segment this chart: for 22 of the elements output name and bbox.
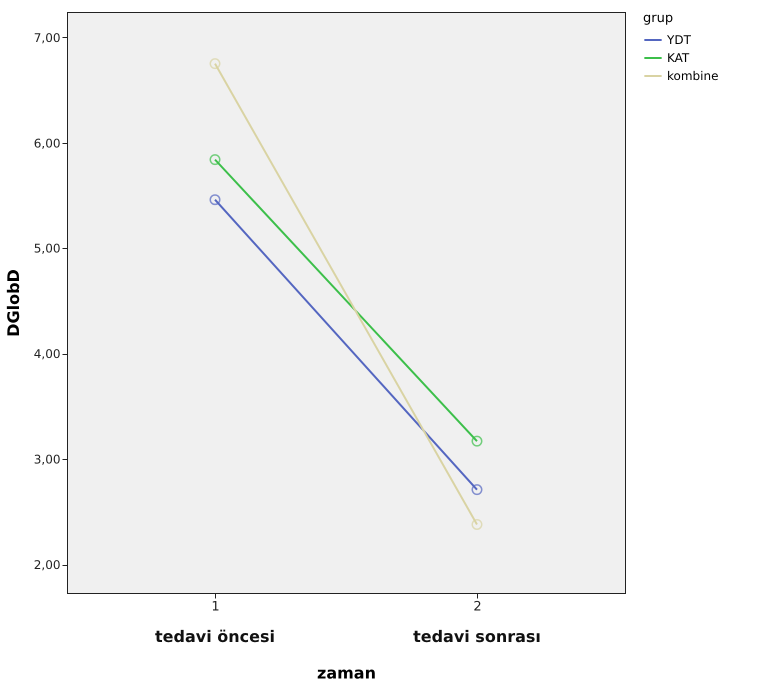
y-tick-label: 2,00 bbox=[34, 558, 60, 572]
point bbox=[471, 484, 482, 496]
text: tedavi öncesi bbox=[155, 627, 275, 646]
x-tick-label: 1 bbox=[211, 600, 220, 614]
y-tick-label: 4,00 bbox=[34, 347, 60, 362]
point bbox=[210, 58, 221, 70]
legend-title: grup bbox=[643, 11, 674, 26]
legend-label: KAT bbox=[667, 51, 690, 65]
x-tick-label: 2 bbox=[473, 600, 482, 614]
y-tick-label: 3,00 bbox=[34, 452, 60, 467]
y-tick-label: 5,00 bbox=[34, 242, 60, 256]
legend-label: YDT bbox=[666, 33, 692, 47]
point bbox=[471, 518, 482, 530]
text: tedavi sonrası bbox=[413, 627, 541, 646]
point bbox=[471, 436, 482, 447]
y-axis-title: DGlobD bbox=[4, 269, 23, 337]
y-tick-label: 6,00 bbox=[34, 136, 60, 150]
point bbox=[210, 154, 221, 166]
legend-label: kombine bbox=[667, 69, 718, 83]
y-tick-label: 7,00 bbox=[34, 30, 60, 45]
point bbox=[210, 194, 221, 206]
x-axis-title: zaman bbox=[317, 664, 376, 682]
